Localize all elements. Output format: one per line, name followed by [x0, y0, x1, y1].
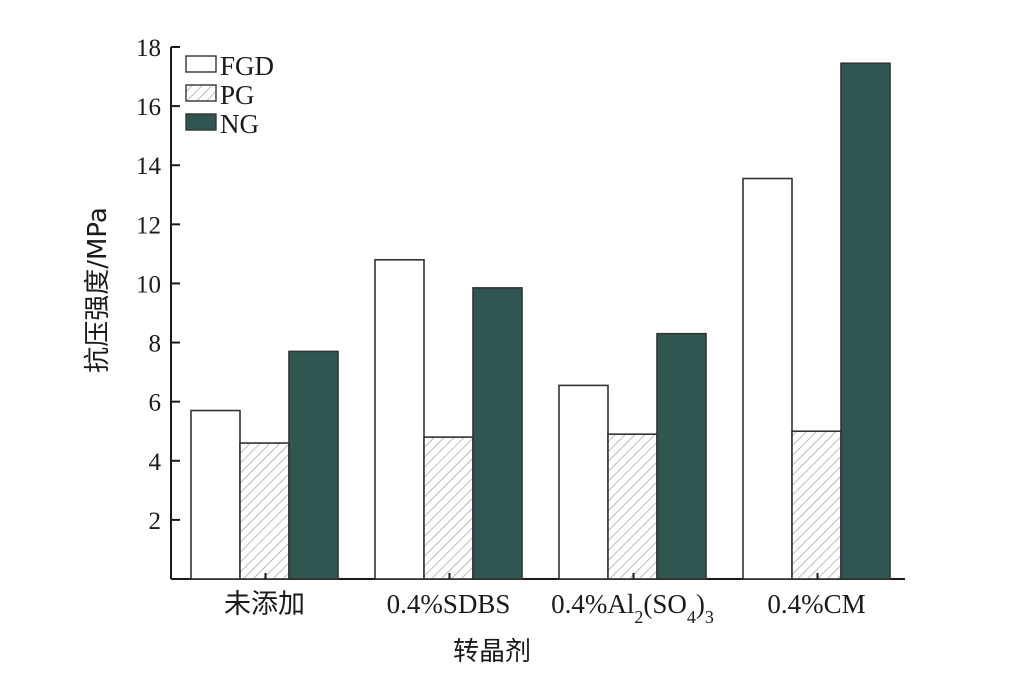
bar-pg-0 [239, 442, 290, 580]
category-labels: 未添加 0.4%SDBS 0.4%Al2(SO4)3 0.4%CM [224, 589, 866, 627]
y-tick-label: 6 [149, 390, 162, 417]
bars [190, 62, 891, 580]
bar-pg-3 [791, 430, 842, 580]
bar-ng-0 [288, 350, 339, 580]
category-label: 0.4%CM [767, 589, 865, 619]
category-label: 0.4%SDBS [387, 589, 511, 619]
legend-label-fgd: FGD [220, 51, 274, 81]
y-axis: 2 4 6 8 10 12 14 16 18 [136, 35, 180, 579]
legend-label-pg: PG [220, 80, 255, 110]
x-axis-title: 转晶剂 [453, 637, 531, 667]
y-tick-label: 12 [136, 212, 161, 239]
y-tick-label: 18 [136, 35, 161, 62]
category-label: 未添加 [224, 589, 305, 619]
y-tick-label: 2 [149, 508, 162, 535]
y-tick-label: 14 [136, 153, 162, 180]
bar-ng-2 [656, 332, 707, 580]
bar-pg-2 [607, 433, 658, 580]
bar-fgd-0 [190, 409, 241, 580]
y-tick-label: 4 [149, 449, 162, 476]
bar-ng-1 [472, 287, 523, 580]
bar-fgd-2 [558, 384, 609, 580]
y-axis-title: 抗压强度/MPa [83, 207, 113, 373]
legend-label-ng: NG [220, 109, 259, 139]
y-tick-label: 10 [136, 271, 161, 298]
legend-swatch-pg [185, 84, 217, 102]
bar-fgd-3 [742, 177, 793, 580]
bar-ng-3 [840, 62, 891, 580]
y-tick-label: 8 [149, 331, 162, 358]
y-tick-label: 16 [136, 94, 161, 121]
bar-pg-1 [423, 436, 474, 580]
bar-fgd-1 [374, 258, 425, 580]
category-label: 0.4%Al2(SO4)3 [551, 589, 714, 627]
legend-swatch-fgd [185, 55, 217, 73]
legend-swatch-ng [185, 113, 217, 131]
